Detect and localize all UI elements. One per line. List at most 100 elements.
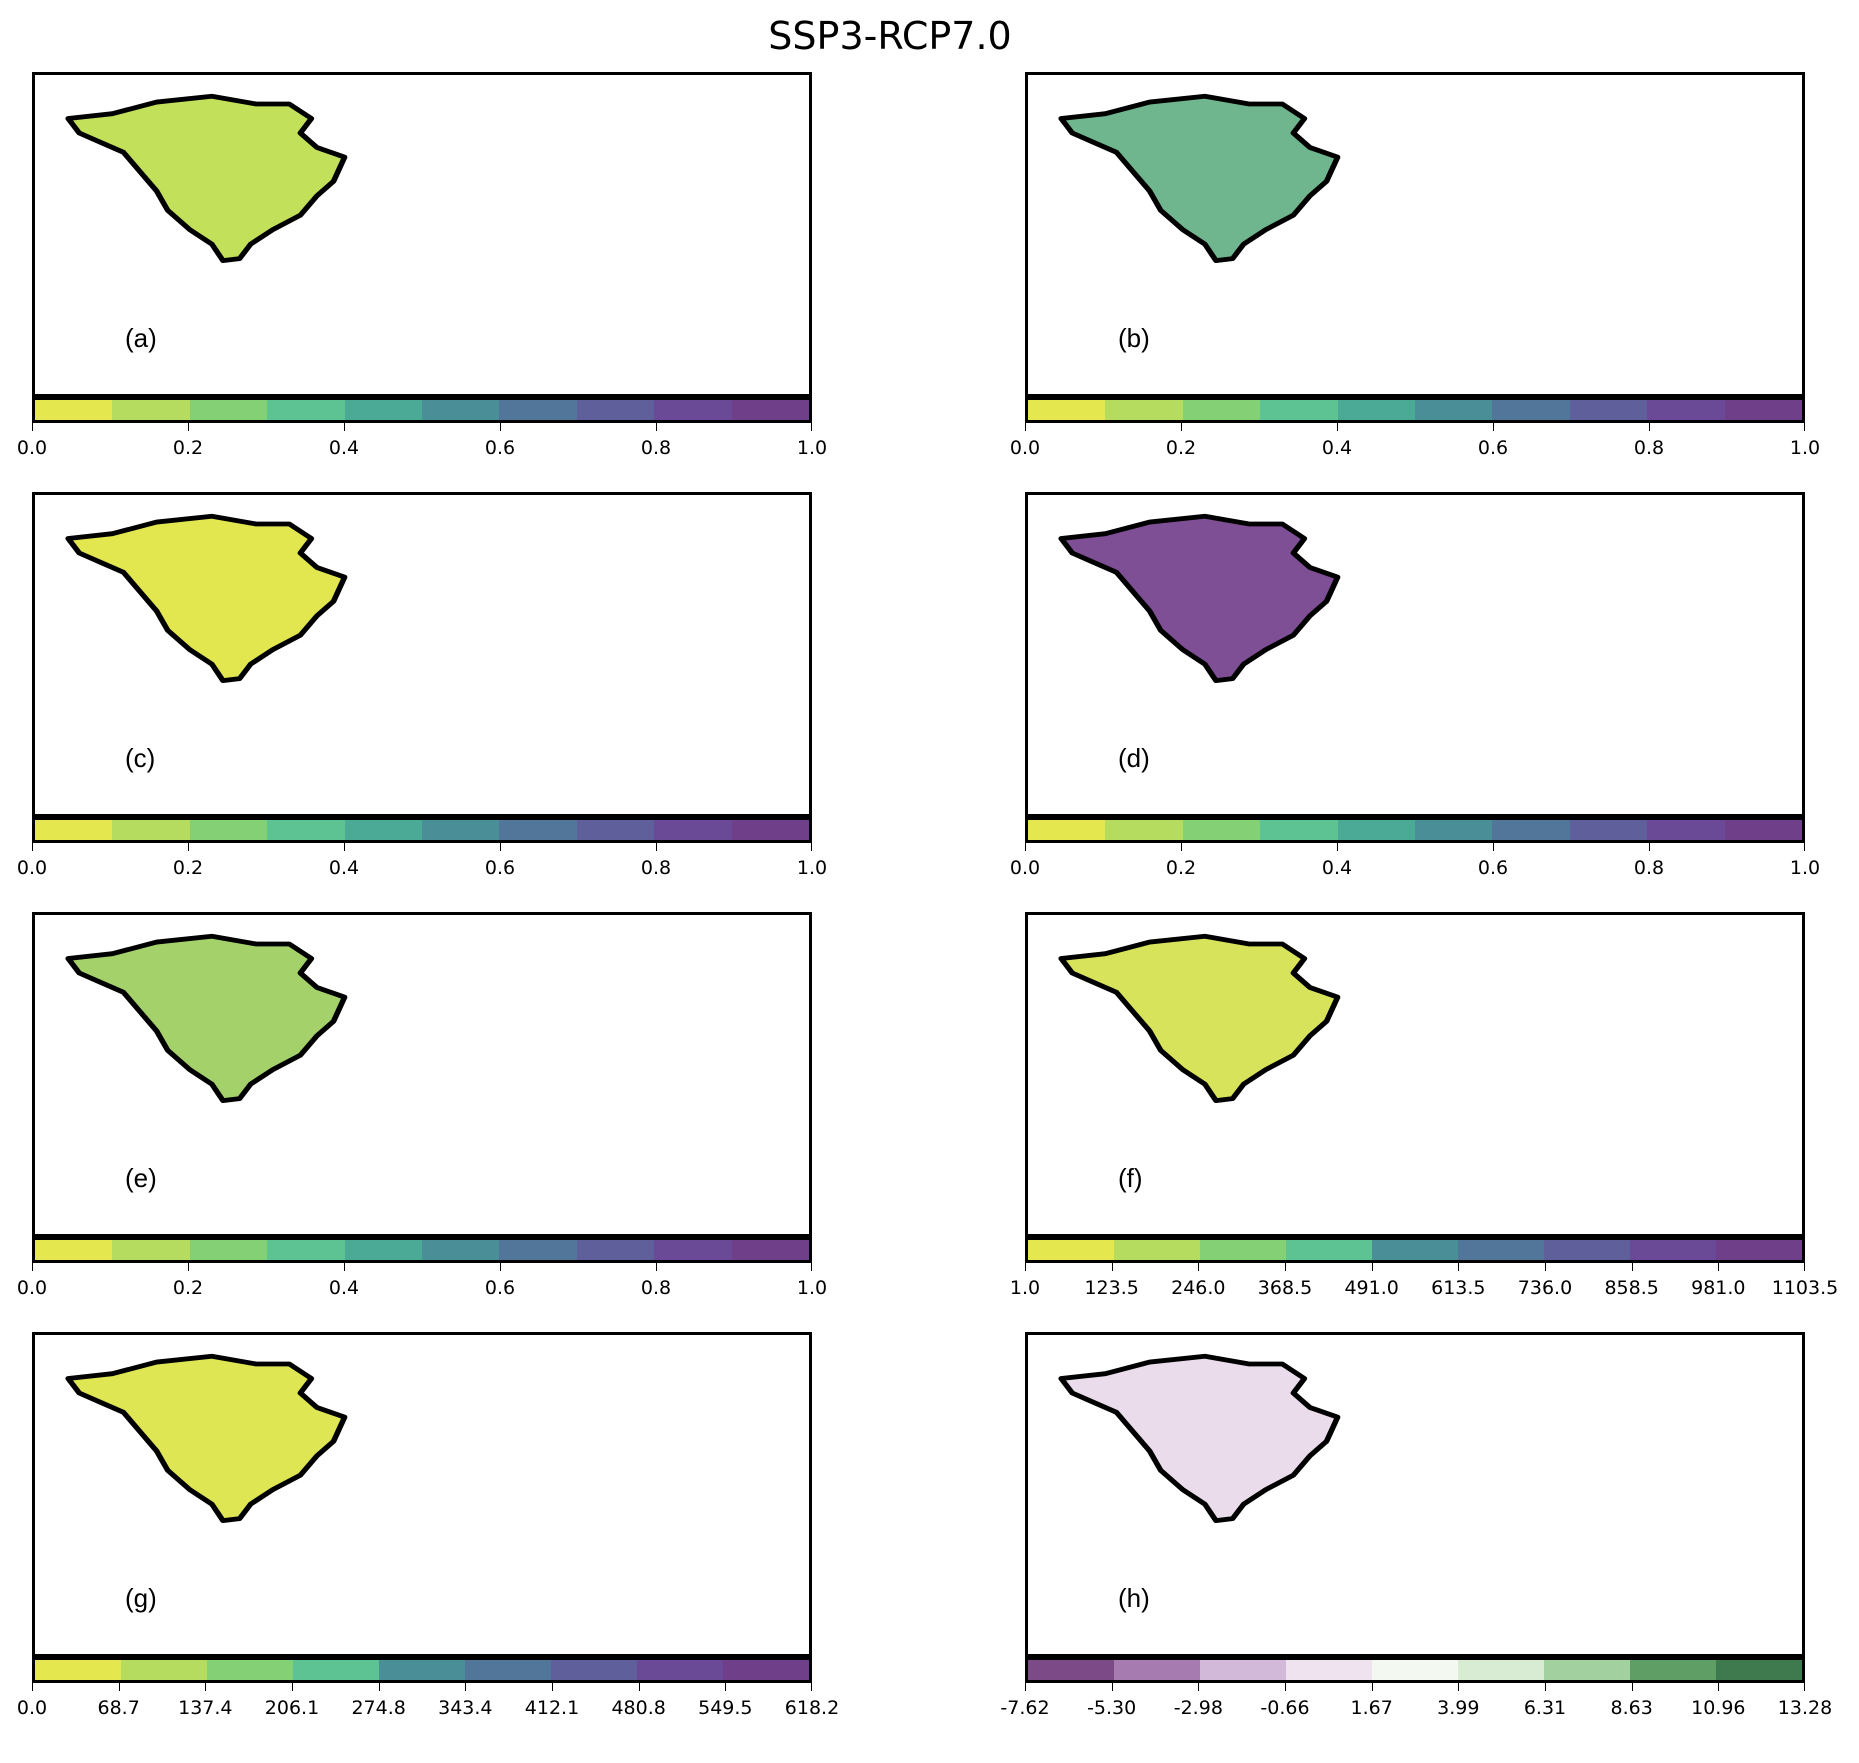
colorbar [32, 1237, 812, 1263]
colorbar-ticks: -7.62 -5.30 -2.98 -0.66 1.67 3.99 6.31 8.63 10.9… [1000, 1683, 1832, 1727]
land-shapes [1058, 93, 1341, 264]
colorbar-segment [1337, 400, 1416, 420]
colorbar-segment [499, 400, 577, 420]
colorbar [1025, 817, 1805, 843]
tick-mark [1718, 1263, 1720, 1271]
colorbar-segment [1028, 400, 1106, 420]
colorbar-segment [1114, 1660, 1200, 1680]
panel-label: (a) [125, 323, 157, 353]
tick-label: 343.4 [438, 1697, 493, 1719]
colorbar-segment [1028, 1660, 1114, 1680]
colorbar-segment [1630, 1660, 1716, 1680]
colorbar-segment [654, 400, 732, 420]
map-panel: (d) 0.0 0.2 0.4 0.6 0.8 1.0 [1010, 492, 1820, 887]
tick-mark [1371, 1683, 1373, 1691]
tick-label: 491.0 [1344, 1277, 1399, 1299]
tick-label: 412.1 [524, 1697, 580, 1719]
tick-mark [1718, 1683, 1720, 1691]
tick-label: 1.0 [1789, 437, 1821, 459]
colorbar-segment [576, 820, 655, 840]
land-shapes [1058, 933, 1341, 1104]
colorbar-segment [379, 1660, 465, 1680]
tick-label: 0.8 [640, 1277, 672, 1299]
map-panel: (h) -7.62 -5.30 -2.98 -0.66 1.67 3.99 6.31 8.63 1… [1000, 1332, 1832, 1727]
colorbar-segment [499, 820, 577, 840]
map-panel: (e) 0.0 0.2 0.4 0.6 0.8 1.0 [17, 912, 827, 1307]
tick-label: 0.6 [484, 437, 516, 459]
colorbar [1025, 1237, 1805, 1263]
tick-label: 0.4 [1321, 857, 1353, 879]
world-map: (f) [1025, 912, 1805, 1237]
tick-mark [32, 423, 33, 431]
tick-label: 6.31 [1523, 1697, 1567, 1719]
colorbar-segment [654, 1240, 732, 1260]
colorbar-segment [1028, 820, 1106, 840]
tick-mark [811, 423, 812, 431]
tick-label: 0.2 [172, 1277, 204, 1299]
colorbar-segment [576, 400, 655, 420]
colorbar-segment [654, 820, 732, 840]
tick-label: -5.30 [1087, 1697, 1137, 1719]
tick-mark [1458, 1683, 1460, 1691]
tick-label: 0.6 [484, 1277, 516, 1299]
colorbar-segment [1724, 400, 1803, 420]
colorbar-segment [189, 400, 268, 420]
tick-label: 0.4 [328, 857, 360, 879]
tick-label: 13.28 [1777, 1697, 1833, 1719]
tick-label: 480.8 [611, 1697, 666, 1719]
tick-label: 68.7 [97, 1697, 140, 1719]
tick-mark [500, 843, 501, 851]
colorbar-segment [422, 1240, 500, 1260]
colorbar-segment [189, 1240, 268, 1260]
tick-mark [1649, 843, 1650, 851]
tick-mark [344, 843, 345, 851]
tick-mark [1025, 1263, 1026, 1271]
tick-label: 1.67 [1350, 1697, 1393, 1719]
colorbar-segment [731, 400, 810, 420]
tick-mark [1804, 423, 1805, 431]
colorbar-segment [1630, 1240, 1716, 1260]
tick-mark [811, 1263, 812, 1271]
tick-mark [552, 1683, 553, 1691]
colorbar-segment [723, 1660, 809, 1680]
colorbar-segment [1492, 400, 1570, 420]
tick-mark [1198, 1263, 1200, 1271]
tick-mark [1025, 1683, 1026, 1691]
panel-label: (c) [125, 743, 156, 773]
tick-label: 123.5 [1084, 1277, 1139, 1299]
tick-label: 0.8 [1633, 437, 1665, 459]
colorbar-segment [1458, 1240, 1544, 1260]
tick-label: 1.0 [1789, 857, 1821, 879]
world-map: (e) [32, 912, 812, 1237]
tick-mark [656, 423, 657, 431]
tick-mark [1493, 423, 1494, 431]
colorbar-segment [1286, 1660, 1372, 1680]
tick-mark [1337, 843, 1338, 851]
map-panel: (a) 0.0 0.2 0.4 0.6 0.8 1.0 [17, 72, 827, 467]
tick-label: 274.8 [351, 1697, 406, 1719]
tick-label: 0.0 [16, 857, 48, 879]
tick-mark [811, 1683, 812, 1691]
tick-mark [1285, 1263, 1286, 1271]
colorbar-segment [35, 820, 113, 840]
tick-mark [1111, 1263, 1113, 1271]
tick-label: 0.0 [1009, 437, 1041, 459]
land-shapes [1058, 513, 1341, 684]
panel-label: (g) [125, 1583, 157, 1613]
land-shapes [65, 93, 348, 264]
tick-mark [638, 1683, 640, 1691]
colorbar-segment [35, 400, 113, 420]
colorbar-segment [1647, 820, 1725, 840]
tick-label: 0.6 [1477, 857, 1509, 879]
tick-label: 0.6 [484, 857, 516, 879]
tick-label: 0.4 [328, 1277, 360, 1299]
tick-mark [344, 423, 345, 431]
colorbar-segment [1716, 1240, 1802, 1260]
colorbar-segment [1286, 1240, 1372, 1260]
tick-label: 0.8 [640, 437, 672, 459]
tick-mark [1804, 1263, 1805, 1271]
tick-mark [188, 843, 189, 851]
colorbar-segment [267, 400, 345, 420]
colorbar-segment [1337, 820, 1416, 840]
tick-mark [1025, 843, 1026, 851]
